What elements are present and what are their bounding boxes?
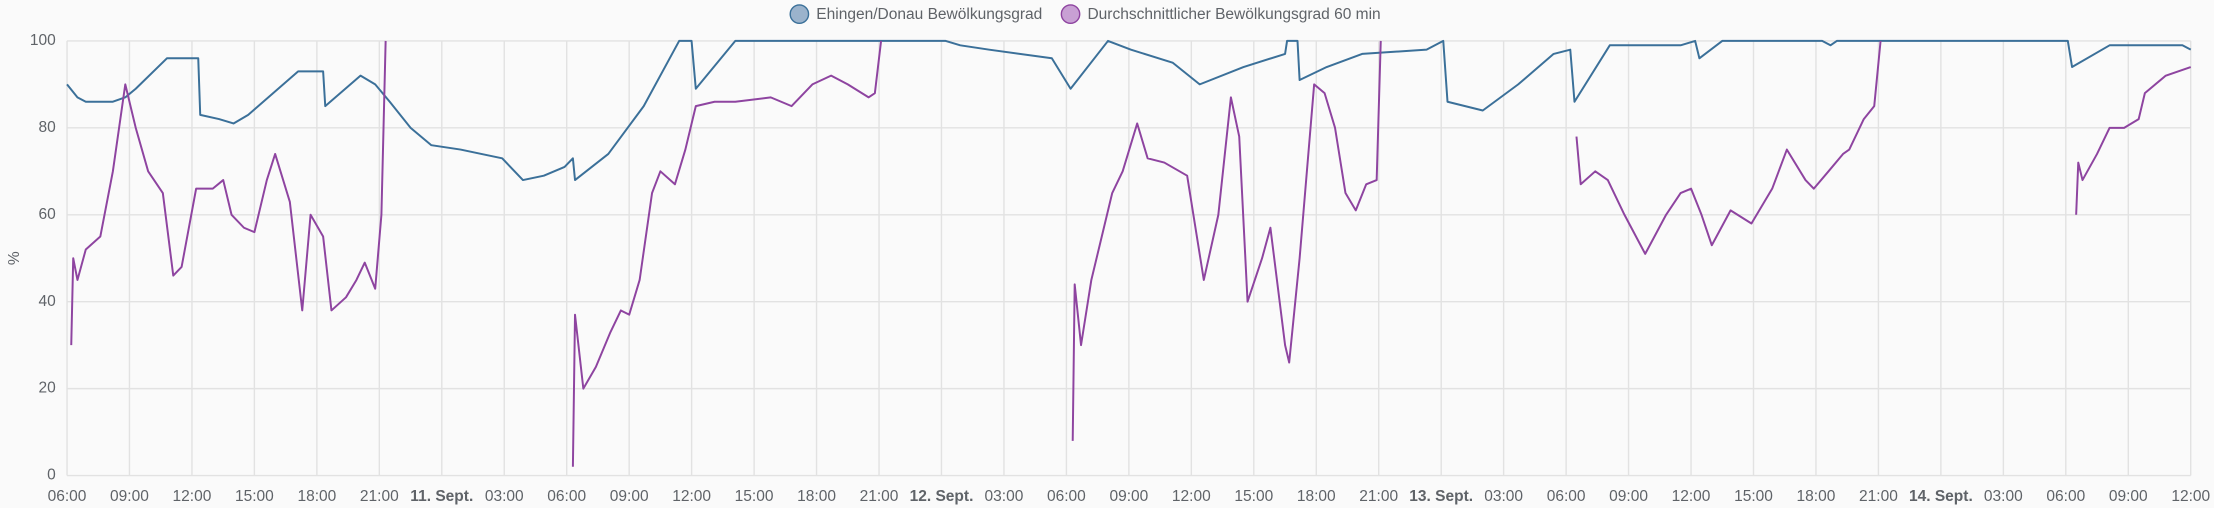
x-tick-label: 12:00 [672,488,711,505]
series-line [66,39,2192,182]
x-tick-label: 09:00 [110,488,149,505]
legend-marker [789,4,810,24]
x-tick-label: 12. Sept. [910,488,974,505]
x-tick-label: 06:00 [48,488,87,505]
y-tick-label: 20 [38,380,56,397]
x-tick-label: 14. Sept. [1909,488,1973,505]
x-tick-label: 21:00 [860,488,899,505]
series-line [70,40,2192,467]
x-tick-label: 21:00 [1859,488,1898,505]
x-tick-label: 06:00 [547,488,586,505]
x-tick-label: 03:00 [1984,488,2023,505]
legend-label: Durchschnittlicher Bewölkungsgrad 60 min [1087,6,1380,23]
x-tick-label: 12:00 [2171,488,2210,505]
x-tick-label: 15:00 [735,488,774,505]
x-tick-label: 06:00 [1047,488,1086,505]
x-tick-label: 15:00 [1734,488,1773,505]
x-tick-label: 18:00 [297,488,336,505]
x-tick-label: 18:00 [797,488,836,505]
y-tick-label: 60 [38,206,56,223]
x-tick-label: 09:00 [2109,488,2148,505]
x-tick-label: 15:00 [1234,488,1273,505]
x-tick-label: 09:00 [1109,488,1148,505]
x-tick-label: 03:00 [1484,488,1523,505]
x-tick-label: 12:00 [1172,488,1211,505]
legend-marker [1060,4,1081,24]
x-tick-label: 11. Sept. [410,488,473,505]
x-tick-label: 21:00 [1359,488,1398,505]
x-tick-label: 09:00 [1609,488,1648,505]
legend-label: Ehingen/Donau Bewölkungsgrad [816,6,1042,23]
x-tick-label: 03:00 [985,488,1024,505]
x-tick-label: 15:00 [235,488,274,505]
x-tick-label: 12:00 [173,488,212,505]
x-tick-label: 13. Sept. [1409,488,1473,505]
y-tick-label: 40 [38,293,56,310]
y-tick-label: 0 [47,467,56,484]
x-tick-label: 18:00 [1297,488,1336,505]
x-tick-label: 06:00 [1547,488,1586,505]
y-axis-label: % [6,251,23,265]
x-tick-label: 06:00 [2046,488,2085,505]
x-tick-label: 12:00 [1672,488,1711,505]
y-tick-label: 80 [38,119,56,136]
y-tick-label: 100 [30,32,56,49]
x-tick-label: 21:00 [360,488,399,505]
x-tick-label: 09:00 [610,488,649,505]
x-tick-label: 03:00 [485,488,524,505]
x-tick-label: 18:00 [1797,488,1836,505]
